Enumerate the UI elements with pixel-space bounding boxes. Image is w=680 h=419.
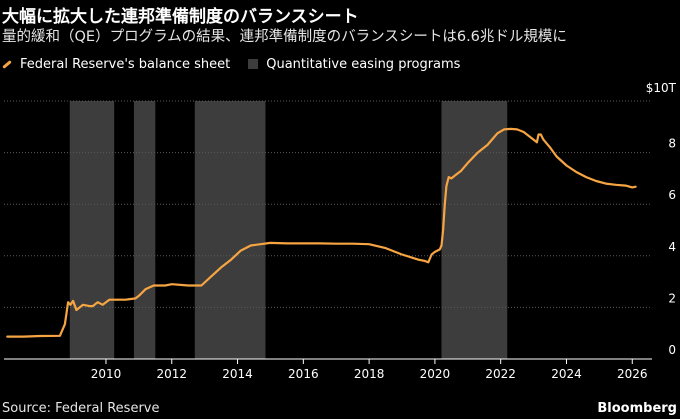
y-tick-label: 8: [668, 137, 676, 151]
y-tick-label: 6: [668, 188, 676, 202]
legend-band-swatch: [248, 59, 259, 69]
chart-subtitle: 量的緩和（QE）プログラムの結果、連邦準備制度のバランスシートは6.6兆ドル規模…: [2, 29, 567, 45]
qe-band-1: [69, 101, 115, 359]
legend-item-qe: Quantitative easing programs: [248, 57, 460, 72]
x-axis: 2010 2012 2014 2016 2018 2020 2022 2024 2026: [4, 358, 652, 381]
x-tick-label: 2018: [354, 367, 385, 381]
legend-label-qe: Quantitative easing programs: [266, 56, 461, 72]
x-tick-label: 2026: [617, 367, 648, 381]
source-note: Source: Federal Reserve: [2, 401, 160, 416]
legend-item-balance-sheet: Federal Reserve's balance sheet: [2, 57, 230, 72]
chart-title: 大幅に拡大した連邦準備制度のバランスシート: [2, 7, 359, 27]
qe-bands: [69, 101, 508, 359]
x-tick-label: 2022: [485, 367, 516, 381]
y-axis: 0 2 4 6 8 $10T: [646, 81, 677, 357]
chart-legend: Federal Reserve's balance sheet Quantita…: [2, 56, 478, 72]
qe-band-2: [133, 101, 156, 359]
y-tick-label: 0: [668, 343, 676, 357]
y-tick-label: 4: [668, 240, 676, 254]
legend-label-balance-sheet: Federal Reserve's balance sheet: [20, 56, 231, 72]
y-tick-label: 2: [668, 291, 676, 305]
gridlines: [4, 100, 652, 308]
x-tick-label: 2024: [551, 367, 582, 381]
y-tick-label: $10T: [646, 81, 677, 95]
qe-band-3: [194, 101, 266, 359]
series-layer: [6, 127, 637, 338]
x-tick-label: 2020: [420, 367, 451, 381]
brand-logo: Bloomberg: [597, 401, 677, 416]
x-tick-label: 2010: [91, 367, 122, 381]
series-line-balance-sheet: [6, 127, 637, 338]
x-tick-label: 2014: [222, 367, 253, 381]
x-tick-label: 2016: [288, 367, 319, 381]
qe-band-4: [441, 101, 508, 359]
x-tick-label: 2012: [156, 367, 187, 381]
